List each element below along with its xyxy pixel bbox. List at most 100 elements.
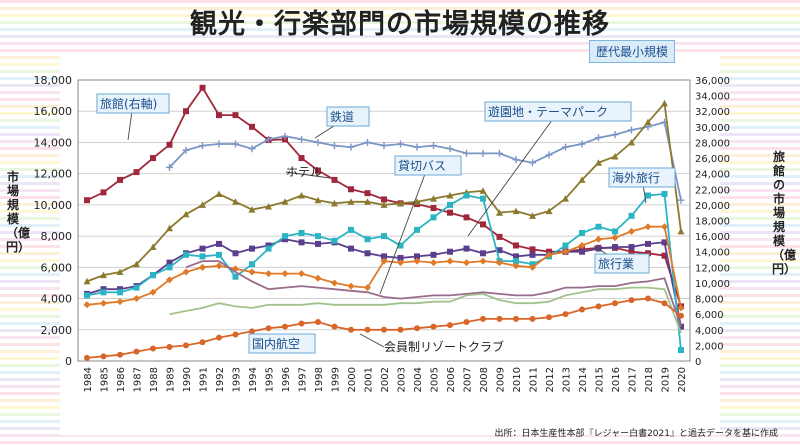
- data-point: [513, 315, 519, 322]
- data-point: [578, 140, 586, 148]
- data-point: [414, 325, 420, 332]
- data-point: [661, 252, 668, 259]
- x-tick-label: 1999: [331, 367, 342, 392]
- data-point: [397, 199, 404, 207]
- data-point: [381, 253, 387, 260]
- x-tick-label: 1996: [281, 367, 292, 392]
- data-point: [232, 273, 239, 280]
- data-point: [595, 223, 602, 230]
- x-tick-label: 1987: [133, 367, 144, 392]
- data-point: [133, 348, 140, 355]
- x-tick-label: 2013: [562, 367, 573, 392]
- data-point: [84, 354, 90, 361]
- data-point: [199, 201, 206, 208]
- data-point: [248, 206, 256, 213]
- data-point: [150, 345, 156, 352]
- data-point: [265, 135, 272, 143]
- data-point: [397, 254, 404, 261]
- data-point: [612, 244, 618, 251]
- data-point: [348, 186, 354, 193]
- data-point: [216, 240, 222, 247]
- data-point: [84, 197, 90, 204]
- data-point: [430, 142, 437, 150]
- data-point: [529, 212, 536, 219]
- data-point: [529, 246, 536, 253]
- data-point: [381, 326, 387, 333]
- x-tick-label: 2000: [347, 367, 358, 392]
- source-note: 出所：日本生産性本部『レジャー白書2021』と過去データを基に作成: [494, 429, 778, 439]
- data-point: [661, 223, 668, 231]
- data-point: [183, 251, 189, 258]
- data-point: [364, 326, 371, 333]
- data-point: [348, 226, 354, 233]
- data-point: [446, 257, 454, 265]
- data-point: [315, 318, 321, 325]
- data-point: [166, 276, 173, 284]
- right-tick-label: 12,000: [695, 263, 730, 274]
- x-tick-label: 2006: [446, 367, 457, 392]
- label-box: [248, 333, 316, 354]
- series-lines: [83, 84, 685, 361]
- data-point: [265, 270, 272, 278]
- data-point: [479, 257, 487, 265]
- data-point: [298, 155, 305, 162]
- data-point: [430, 205, 437, 212]
- label-box: [484, 101, 632, 122]
- data-point: [579, 229, 585, 236]
- data-point: [199, 142, 206, 150]
- data-point: [166, 141, 173, 148]
- data-point: [496, 149, 503, 157]
- x-tick-label: 2016: [611, 367, 622, 392]
- data-point: [562, 143, 569, 151]
- data-point: [595, 235, 602, 243]
- data-point: [282, 233, 288, 240]
- data-point: [463, 259, 470, 267]
- x-tick-label: 2009: [496, 367, 507, 392]
- data-point: [645, 240, 651, 247]
- left-tick-label: 6,000: [41, 261, 73, 274]
- x-tick-label: 1984: [83, 367, 94, 392]
- data-point: [479, 187, 487, 194]
- data-point: [380, 201, 388, 208]
- x-tick-label: 1997: [298, 367, 309, 392]
- right-tick-label: 22,000: [695, 185, 730, 196]
- data-point: [133, 295, 140, 303]
- series-label: 国内航空: [248, 333, 316, 354]
- data-point: [529, 159, 536, 167]
- data-point: [215, 262, 223, 270]
- data-point: [380, 257, 388, 265]
- gridlines: [78, 79, 690, 362]
- series-label: 旅行業: [593, 245, 650, 274]
- data-point: [133, 284, 140, 291]
- data-point: [562, 248, 569, 256]
- data-point: [661, 239, 668, 246]
- data-point: [166, 343, 173, 350]
- data-point: [496, 247, 503, 254]
- label-text: 国内航空: [252, 336, 300, 351]
- data-point: [149, 243, 157, 251]
- data-point: [562, 311, 569, 318]
- data-point: [182, 210, 190, 218]
- left-tick-label: 2,000: [41, 324, 73, 337]
- data-point: [216, 251, 222, 258]
- data-point: [430, 323, 437, 330]
- x-tick-label: 2003: [397, 367, 408, 392]
- data-point: [249, 245, 255, 252]
- label-text: 遊園地・テーマパーク: [488, 104, 608, 119]
- series-旅行業: [83, 223, 685, 312]
- right-tick-label: 26,000: [695, 154, 730, 165]
- data-point: [595, 303, 602, 310]
- data-point: [215, 190, 223, 197]
- x-tick-label: 2002: [380, 367, 391, 392]
- label-text: 貸切バス: [398, 158, 446, 173]
- data-point: [183, 342, 189, 349]
- x-tick-label: 2012: [545, 367, 556, 392]
- data-point: [182, 146, 190, 154]
- data-point: [381, 196, 387, 203]
- data-point: [463, 214, 470, 221]
- data-point: [331, 237, 338, 244]
- data-point: [364, 190, 371, 197]
- x-tick-label: 2011: [529, 367, 540, 392]
- data-point: [216, 334, 222, 341]
- data-point: [413, 198, 421, 205]
